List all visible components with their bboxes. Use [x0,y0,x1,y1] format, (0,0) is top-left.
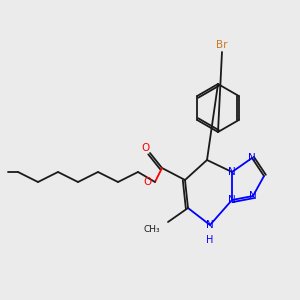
Text: O: O [144,177,152,187]
Text: N: N [249,191,257,201]
Text: Br: Br [216,40,228,50]
Text: N: N [206,220,214,230]
Text: N: N [228,195,236,205]
Text: N: N [248,153,256,163]
Text: N: N [228,167,236,177]
Text: CH₃: CH₃ [143,226,160,235]
Text: H: H [206,235,214,245]
Text: O: O [141,143,149,153]
